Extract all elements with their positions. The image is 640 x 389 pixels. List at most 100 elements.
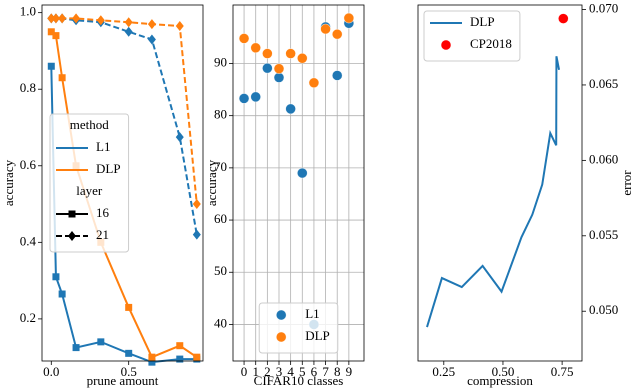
x-axis-label: CIFAR10 classes xyxy=(254,373,344,388)
legend-label: L1 xyxy=(305,306,319,321)
plot-frame xyxy=(232,4,365,362)
y-tick-label: 0.4 xyxy=(20,233,37,248)
y-axis-label: error xyxy=(619,170,634,196)
y-tick-label: 0.065 xyxy=(589,76,618,91)
point xyxy=(176,355,184,363)
legend-title: method xyxy=(70,117,109,132)
x-tick-label: 0.50 xyxy=(492,364,515,379)
x-axis-label: compression xyxy=(467,373,533,388)
y-tick-label: 40 xyxy=(214,315,227,330)
point xyxy=(262,62,273,74)
y-axis-label: accuracy xyxy=(204,159,219,206)
x-tick-label: 5 xyxy=(299,364,306,379)
x-tick-label: 0 xyxy=(241,364,248,379)
point xyxy=(331,28,343,40)
point xyxy=(124,26,133,37)
point xyxy=(58,290,66,298)
point xyxy=(125,349,133,357)
point xyxy=(51,13,60,24)
point xyxy=(47,28,55,36)
x-tick-label: 6 xyxy=(311,364,318,379)
point xyxy=(250,42,262,54)
legend-marker xyxy=(275,331,287,343)
y-tick-label: 0.050 xyxy=(589,302,618,317)
point xyxy=(558,13,569,24)
plot-frame xyxy=(41,4,204,362)
x-tick-label: 3 xyxy=(276,364,283,379)
y-tick-label: 80 xyxy=(214,107,227,122)
plot-frame xyxy=(417,4,583,362)
point xyxy=(47,13,56,24)
point xyxy=(296,52,308,64)
point xyxy=(148,353,156,361)
y-tick-label: 0.060 xyxy=(589,151,618,166)
point xyxy=(52,273,60,281)
point xyxy=(192,229,201,240)
point xyxy=(343,12,355,24)
y-tick-label: 0.055 xyxy=(589,227,618,242)
x-tick-label: 7 xyxy=(322,364,329,379)
point xyxy=(97,338,105,346)
point xyxy=(175,132,184,143)
legend: L1 DLP xyxy=(258,302,339,354)
y-tick-label: 0.6 xyxy=(20,157,37,172)
point xyxy=(238,33,250,44)
legend-label: L1 xyxy=(96,139,110,154)
point xyxy=(296,167,308,179)
legend-label: DLP xyxy=(305,328,330,343)
legend-marker xyxy=(440,39,452,51)
legend: method L1 DLP layer 16 21 xyxy=(49,113,130,253)
point xyxy=(96,15,105,26)
legend-label: 16 xyxy=(96,205,110,220)
legend-label: DLP xyxy=(470,14,495,29)
legend-marker xyxy=(68,231,76,241)
point xyxy=(47,62,55,70)
y-tick-label: 50 xyxy=(214,263,227,278)
y-tick-label: 1.0 xyxy=(20,4,36,19)
legend-marker xyxy=(275,309,287,321)
point xyxy=(175,21,184,32)
point xyxy=(320,23,331,35)
point xyxy=(192,199,201,210)
x-tick-label: 1 xyxy=(252,364,259,379)
point xyxy=(124,17,133,28)
y-tick-label: 60 xyxy=(214,211,227,226)
y-tick-label: 0.2 xyxy=(20,310,36,325)
point xyxy=(273,63,285,74)
legend-title: layer xyxy=(76,183,103,198)
series-line xyxy=(426,56,561,328)
point xyxy=(285,103,296,115)
y-tick-label: 90 xyxy=(214,54,227,69)
point xyxy=(273,72,285,83)
point xyxy=(193,353,201,361)
point xyxy=(52,32,60,40)
x-tick-label: 9 xyxy=(346,364,353,379)
y-tick-label: 0.070 xyxy=(589,1,618,16)
x-axis-label: prune amount xyxy=(87,373,159,388)
x-tick-label: 0.75 xyxy=(551,364,574,379)
point xyxy=(331,70,343,81)
legend-marker xyxy=(68,210,76,218)
x-tick-label: 4 xyxy=(287,364,294,379)
x-tick-label: 0.5 xyxy=(121,364,137,379)
point xyxy=(148,358,156,366)
y-axis-label: accuracy xyxy=(1,159,16,206)
point xyxy=(125,303,133,311)
legend-label: CP2018 xyxy=(470,36,512,51)
legend-label: DLP xyxy=(96,161,121,176)
point xyxy=(147,19,156,30)
point xyxy=(285,48,296,59)
point xyxy=(176,342,184,350)
x-tick-label: 0.25 xyxy=(432,364,455,379)
x-tick-label: 2 xyxy=(264,364,271,379)
point xyxy=(250,91,262,103)
point xyxy=(72,13,81,24)
y-tick-label: 70 xyxy=(214,159,227,174)
x-tick-label: 8 xyxy=(334,364,341,379)
point xyxy=(262,48,273,59)
point xyxy=(308,77,320,89)
point xyxy=(58,13,67,24)
y-tick-label: 0.8 xyxy=(20,80,36,95)
